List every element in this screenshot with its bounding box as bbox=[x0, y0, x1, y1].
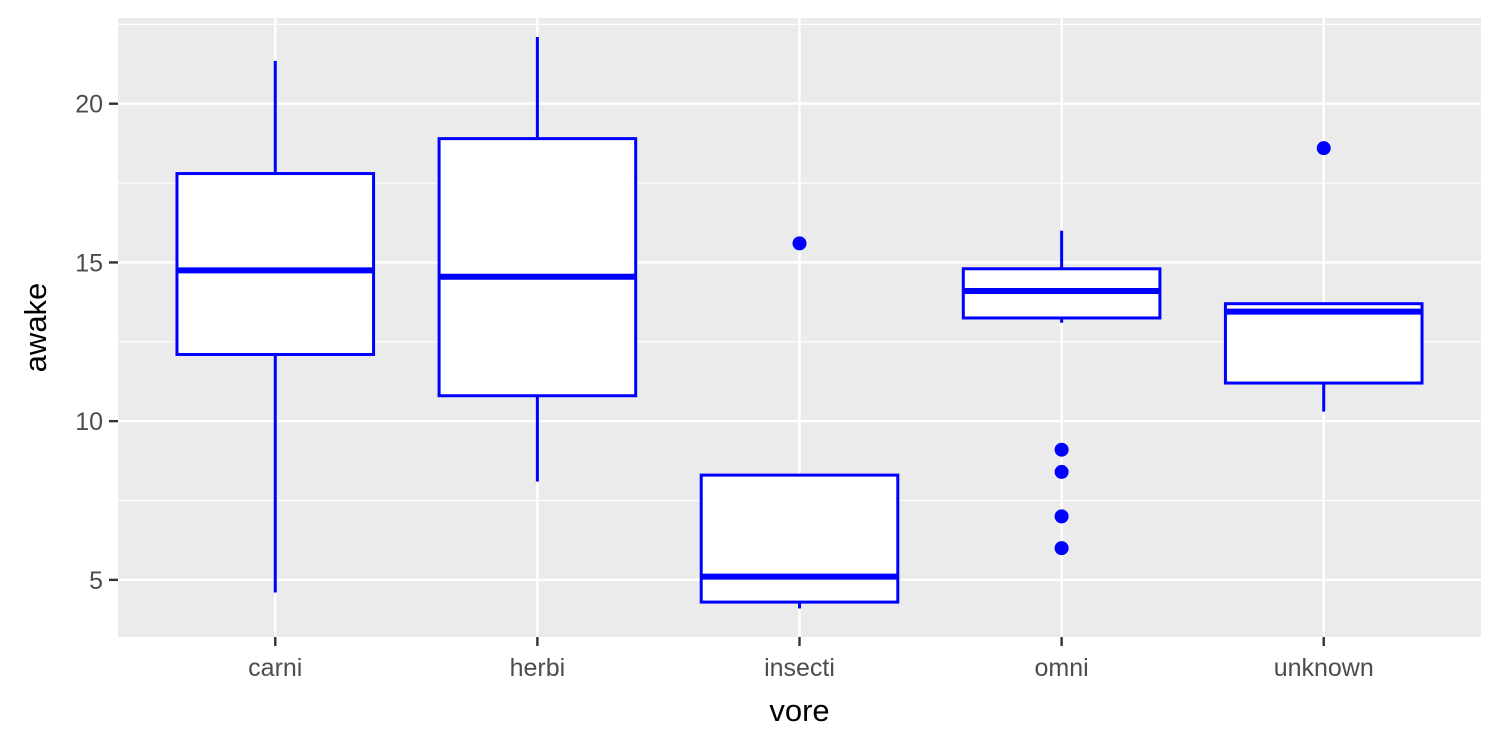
boxplot-omni bbox=[961, 230, 1162, 556]
boxplot-insecti bbox=[699, 236, 900, 609]
x-tick-label: omni bbox=[1035, 654, 1089, 682]
y-axis: 5 10 15 20 bbox=[75, 91, 118, 595]
box bbox=[699, 473, 900, 604]
y-tick-label: 10 bbox=[75, 408, 103, 436]
y-axis-title: awake bbox=[18, 283, 53, 373]
box bbox=[437, 137, 638, 398]
x-tick-label: unknown bbox=[1274, 654, 1374, 682]
boxplot-unknown bbox=[1223, 141, 1424, 412]
outlier-point bbox=[792, 236, 807, 251]
outlier-point bbox=[1054, 442, 1069, 457]
outlier-point bbox=[1316, 141, 1331, 156]
box bbox=[1223, 302, 1424, 385]
outlier-point bbox=[1054, 464, 1069, 479]
x-tick-label: herbi bbox=[510, 654, 566, 682]
outlier-point bbox=[1054, 541, 1069, 556]
x-tick-label: carni bbox=[248, 654, 302, 682]
x-tick-label: insecti bbox=[764, 654, 835, 682]
y-tick-label: 20 bbox=[75, 91, 103, 119]
y-tick-label: 5 bbox=[89, 567, 103, 595]
x-axis-title: vore bbox=[769, 693, 829, 728]
box bbox=[175, 172, 376, 356]
outlier-point bbox=[1054, 509, 1069, 524]
y-tick-label: 15 bbox=[75, 249, 103, 277]
boxplot-herbi bbox=[437, 37, 638, 482]
boxplots bbox=[175, 37, 1424, 609]
x-axis: carni herbi insecti omni unknown bbox=[248, 637, 1374, 682]
boxplot-carni bbox=[175, 60, 376, 593]
